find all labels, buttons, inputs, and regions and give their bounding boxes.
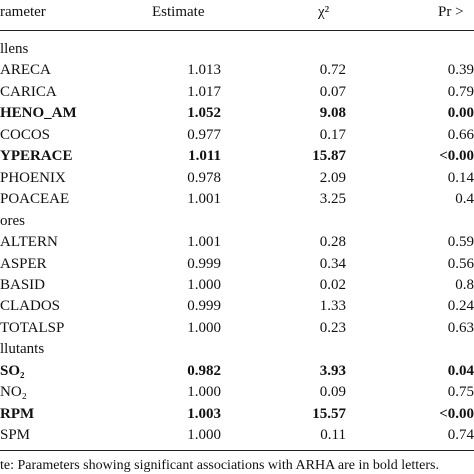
cell: 0.07 bbox=[319, 83, 346, 100]
row-label: ALTERN bbox=[0, 234, 58, 251]
cell: 0.977 bbox=[187, 126, 221, 143]
cell: 0.24 bbox=[447, 298, 474, 315]
cell: 0.28 bbox=[319, 234, 346, 251]
bottom-rule bbox=[0, 450, 474, 451]
row-label: SO₂ bbox=[0, 362, 25, 379]
cell: 0.59 bbox=[447, 234, 474, 251]
cell: 1.001 bbox=[187, 234, 221, 251]
cell: 1.000 bbox=[187, 384, 221, 401]
row-label: COCOS bbox=[0, 126, 51, 143]
cell: 0.34 bbox=[319, 255, 346, 272]
cell: 9.08 bbox=[319, 105, 346, 122]
column-header: χ² bbox=[318, 4, 330, 20]
cell: 0.63 bbox=[447, 319, 474, 336]
cell: 3.25 bbox=[319, 191, 346, 208]
cell: 1.011 bbox=[188, 148, 221, 165]
cell: 2.09 bbox=[319, 169, 346, 186]
cell: 15.87 bbox=[312, 148, 346, 165]
row-label: RPM bbox=[0, 405, 35, 422]
cell: 1.001 bbox=[187, 191, 221, 208]
row-label: YPERACE bbox=[0, 148, 73, 165]
header-rule bbox=[0, 30, 474, 31]
table-note: te: Parameters showing significant assoc… bbox=[0, 458, 439, 473]
cell: 0.39 bbox=[447, 62, 474, 79]
row-label: NO₂ bbox=[0, 384, 27, 401]
cell: 1.013 bbox=[187, 62, 221, 79]
cell: 0.14 bbox=[447, 169, 474, 186]
cell: 1.003 bbox=[187, 405, 221, 422]
cell: 1.33 bbox=[319, 298, 346, 315]
group-label: llutants bbox=[0, 341, 45, 358]
cell: 0.978 bbox=[187, 169, 221, 186]
row-label: CARICA bbox=[0, 83, 57, 100]
row-label: TOTALSP bbox=[0, 319, 65, 336]
cell: 0.00 bbox=[447, 105, 474, 122]
cell: <0.00 bbox=[439, 405, 474, 422]
cell: 1.017 bbox=[187, 83, 221, 100]
cell: 0.79 bbox=[447, 83, 474, 100]
cell: 0.02 bbox=[319, 276, 346, 293]
row-label: BASID bbox=[0, 276, 46, 293]
cell: 0.75 bbox=[447, 384, 474, 401]
row-label: SPM bbox=[0, 427, 31, 444]
row-label: ASPER bbox=[0, 255, 47, 272]
row-label: CLADOS bbox=[0, 298, 61, 315]
cell: 0.04 bbox=[447, 362, 474, 379]
column-header: rameter bbox=[0, 4, 46, 20]
column-header: Pr > bbox=[438, 4, 464, 20]
cell: 1.052 bbox=[187, 105, 221, 122]
cell: 0.8 bbox=[455, 276, 474, 293]
cell: 0.999 bbox=[187, 255, 221, 272]
cell: 1.000 bbox=[187, 427, 221, 444]
cell: <0.00 bbox=[439, 148, 474, 165]
row-label: ARECA bbox=[0, 62, 51, 79]
row-label: HENO_AM bbox=[0, 105, 77, 122]
cell: 0.56 bbox=[447, 255, 474, 272]
group-label: ores bbox=[0, 212, 25, 229]
cell: 0.23 bbox=[319, 319, 346, 336]
cell: 0.72 bbox=[319, 62, 346, 79]
cell: 1.000 bbox=[187, 276, 221, 293]
row-label: POACEAE bbox=[0, 191, 70, 208]
column-header: Estimate bbox=[152, 4, 205, 20]
cell: 0.17 bbox=[319, 126, 346, 143]
cell: 0.66 bbox=[447, 126, 474, 143]
cell: 3.93 bbox=[319, 362, 346, 379]
row-label: PHOENIX bbox=[0, 169, 66, 186]
cell: 1.000 bbox=[187, 319, 221, 336]
cell: 0.11 bbox=[320, 427, 346, 444]
group-label: llens bbox=[0, 41, 29, 57]
cell: 0.74 bbox=[447, 427, 474, 444]
cell: 0.999 bbox=[187, 298, 221, 315]
cell: 0.982 bbox=[187, 362, 221, 379]
cell: 0.09 bbox=[319, 384, 346, 401]
cell: 0.4 bbox=[455, 191, 474, 208]
cell: 15.57 bbox=[312, 405, 346, 422]
